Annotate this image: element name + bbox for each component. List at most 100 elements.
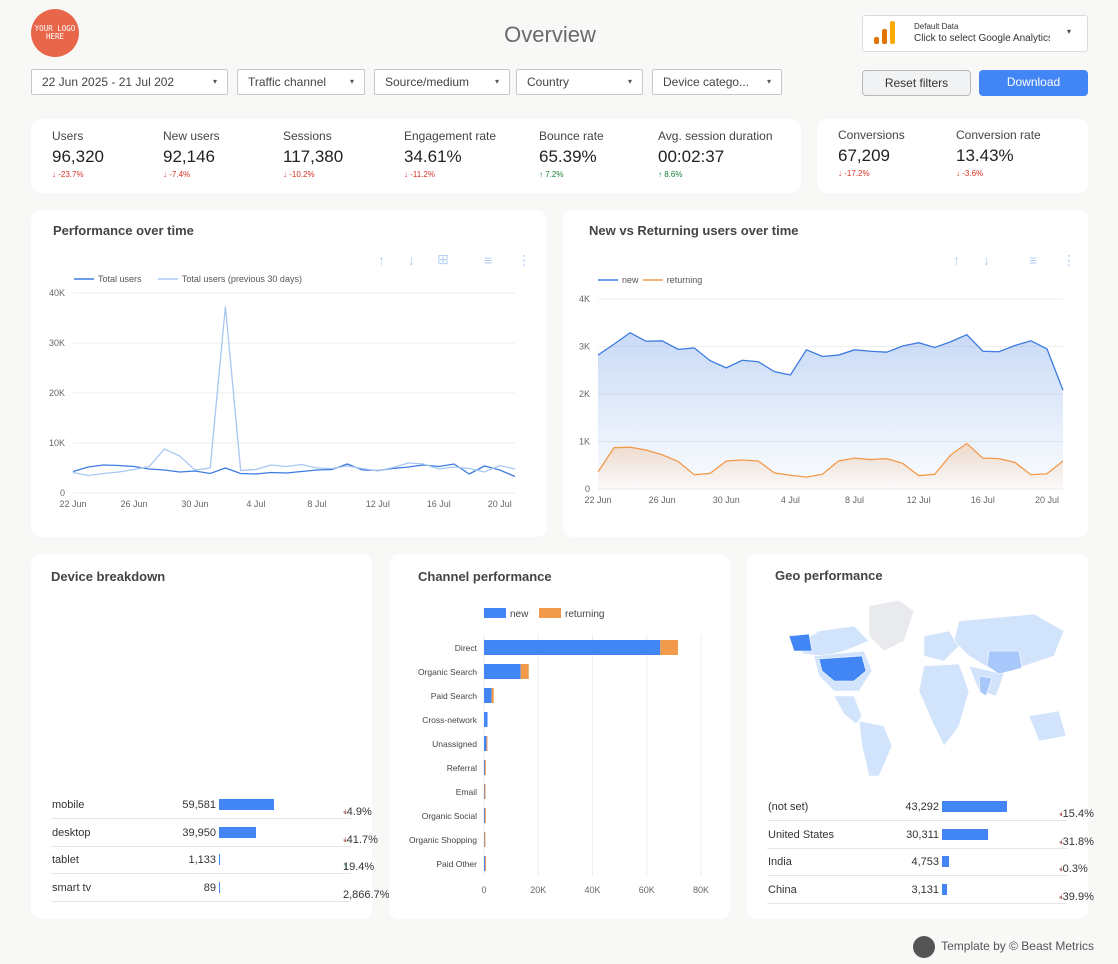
reset-filters-button[interactable]: Reset filters [862, 70, 971, 96]
sort-ascending-icon[interactable]: ↑ [953, 252, 960, 268]
y-tick-label: 10K [49, 438, 65, 448]
more-options-icon[interactable]: ⋮ [1062, 252, 1076, 268]
legend-label: returning [565, 609, 604, 620]
table-row[interactable]: United States 30,311 -31.8% ↓ [767, 822, 1094, 849]
bar-new[interactable] [484, 808, 485, 823]
arrow-down-icon: ↓ [1059, 808, 1064, 818]
bar-new[interactable] [484, 688, 492, 703]
arrow-down-icon: ↓ [838, 169, 842, 178]
bar-returning[interactable] [660, 640, 678, 655]
bar-returning[interactable] [484, 760, 486, 775]
row-value: 59,581 [182, 799, 216, 811]
new-vs-returning-chart-svg: 0 1K 2K 3K 4K 22 Jun 26 Jun 30 Jun 4 Jul 8 Jul 12 … [579, 275, 1064, 505]
bar-returning[interactable] [486, 736, 488, 751]
x-tick-label: 4 Jul [246, 499, 265, 509]
row-name: desktop [52, 826, 91, 839]
bar-returning[interactable] [485, 856, 487, 871]
traffic-channel-filter[interactable]: Traffic channel ▾ [237, 69, 365, 95]
more-options-icon[interactable]: ⋮ [517, 252, 531, 268]
bar-new[interactable] [484, 640, 661, 655]
filter-label: Source/medium [385, 75, 470, 89]
kpi-change-value: -17.2% [844, 169, 870, 178]
row-value: 3,131 [911, 883, 939, 896]
arrow-down-icon: ↓ [1059, 863, 1064, 873]
bar-new[interactable] [484, 760, 485, 775]
arrow-down-icon: ↓ [1059, 890, 1064, 901]
row-bar [942, 883, 947, 895]
arrow-up-icon: ↑ [539, 170, 543, 179]
table-row[interactable]: mobile 59,581 -4.9% ↓ [51, 792, 372, 819]
row-name: mobile [52, 799, 85, 811]
kpi-label: Conversions [838, 128, 905, 142]
x-tick-label: 30 Jun [181, 499, 208, 509]
arrow-down-icon: ↓ [956, 169, 960, 178]
bar-new[interactable] [484, 784, 485, 799]
kpi-label: Bounce rate [539, 129, 604, 143]
legend-label: new [622, 275, 639, 285]
kpi-conversion-rate: Conversion rate 13.43% ↓ -3.6% [956, 128, 1041, 178]
kpi-change-value: -11.2% [410, 170, 435, 179]
bar-returning[interactable] [484, 784, 486, 799]
x-tick-label: 20 Jul [488, 499, 512, 509]
y-tick-label: 4K [579, 294, 590, 304]
x-tick-label: 0 [481, 885, 486, 895]
bar-returning[interactable] [520, 664, 529, 679]
world-map[interactable] [774, 596, 1074, 781]
bar-new[interactable] [484, 736, 487, 751]
bar-returning[interactable] [484, 832, 486, 847]
kpi-change-value: 7.2% [545, 170, 564, 179]
arrow-down-icon: ↓ [283, 170, 287, 179]
bar-new[interactable] [484, 712, 488, 727]
sort-descending-icon[interactable]: ↓ [983, 252, 990, 268]
kpi-change-value: -3.6% [962, 169, 984, 178]
kpi-label: New users [163, 129, 220, 143]
table-row[interactable]: smart tv 89 2,866.7%... [51, 875, 399, 902]
data-source-selector[interactable]: Default Data Click to select Google Anal… [862, 15, 1088, 52]
category-label: Unassigned [432, 739, 477, 749]
x-tick-label: 8 Jul [307, 499, 326, 509]
filter-icon[interactable]: ≡ [1029, 252, 1038, 268]
row-value: 39,950 [182, 826, 216, 839]
bar-new[interactable] [484, 664, 521, 679]
filter-icon[interactable]: ≡ [484, 252, 493, 268]
kpi-value: 13.43% [956, 146, 1014, 165]
device-category-filter[interactable]: Device catego... ▾ [652, 69, 782, 95]
sort-descending-icon[interactable]: ↓ [408, 252, 415, 268]
arrow-down-icon: ↓ [52, 170, 56, 179]
table-row[interactable]: (not set) 43,292 -15.4% ↓ [767, 794, 1094, 821]
performance-chart-svg: 0 10K 20K 30K 40K 22 Jun 26 Jun 30 Jun 4 Jul 8 Ju… [49, 274, 516, 509]
bar-returning[interactable] [491, 688, 494, 703]
kpi-change-value: -7.4% [169, 170, 191, 179]
explore-chart-icon[interactable]: ⊞ [437, 251, 449, 267]
chevron-down-icon: ▾ [627, 77, 632, 86]
device-breakdown-card: Device breakdown mobile 59,581 -4.9% ↓ desk… [31, 554, 399, 919]
kpi-sessions: Sessions 117,380 ↓ -10.2% [283, 129, 343, 179]
y-tick-label: 30K [49, 338, 65, 348]
row-name: China [768, 883, 797, 896]
source-medium-filter[interactable]: Source/medium ▾ [374, 69, 510, 95]
series-line-total-users [72, 463, 516, 478]
table-row[interactable]: desktop 39,950 -41.7% ↓ [51, 820, 378, 847]
x-tick-label: 12 Jul [907, 495, 931, 505]
kpi-conversions: Conversions 67,209 ↓ -17.2% [838, 128, 905, 178]
download-button[interactable]: Download [979, 70, 1088, 96]
bar-new[interactable] [484, 856, 486, 871]
x-tick-label: 16 Jul [427, 499, 451, 509]
row-change-value: -0.3% [1059, 863, 1088, 875]
sort-ascending-icon[interactable]: ↑ [378, 252, 385, 268]
country-filter[interactable]: Country ▾ [516, 69, 643, 95]
category-label: Organic Search [418, 667, 477, 677]
kpi-engagement-rate: Engagement rate 34.61% ↓ -11.2% [404, 129, 496, 179]
table-row[interactable]: tablet 1,133 19.4% ↑ [51, 847, 374, 874]
table-row[interactable]: China 3,131 -39.9% ↓ [767, 877, 1094, 904]
x-tick-label: 30 Jun [713, 495, 740, 505]
bar-returning[interactable] [484, 808, 486, 823]
filter-label: 22 Jun 2025 - 21 Jul 202 [42, 75, 175, 89]
table-row[interactable]: India 4,753 -0.3% ↓ [767, 849, 1088, 876]
footer: Template by © Beast Metrics [913, 936, 1094, 958]
chevron-down-icon: ▾ [212, 77, 217, 86]
legend-swatch [539, 608, 561, 618]
date-range-filter[interactable]: 22 Jun 2025 - 21 Jul 202 ▾ [31, 69, 228, 95]
row-bar [219, 854, 221, 865]
kpi-avg-session-duration: Avg. session duration 00:02:37 ↑ 8.6% [658, 129, 773, 179]
